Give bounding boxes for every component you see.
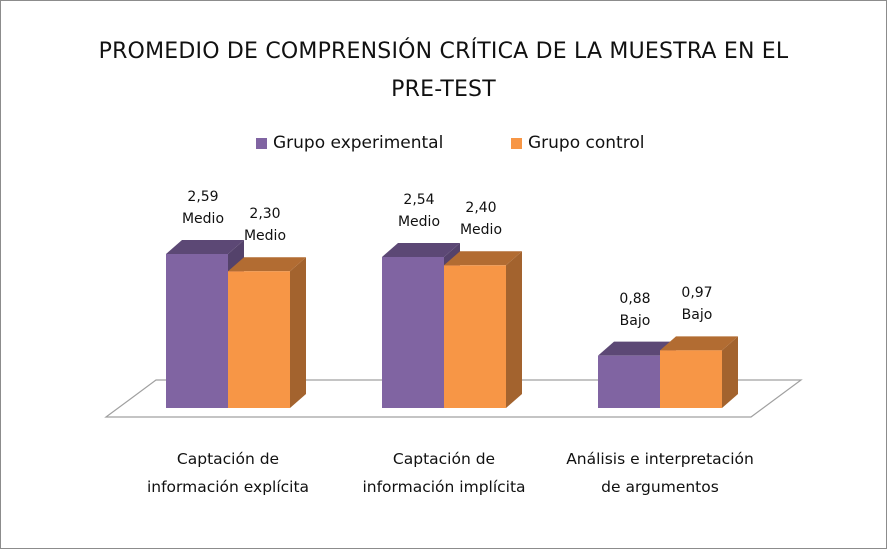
bar-top — [228, 257, 306, 272]
data-label: 0,97 — [681, 285, 713, 302]
data-label-level: Medio — [459, 222, 503, 239]
data-label-level: Bajo — [681, 307, 713, 324]
bar-front — [166, 254, 228, 408]
bar — [444, 251, 522, 408]
bar-side — [290, 257, 306, 408]
legend-label: Grupo experimental — [273, 133, 444, 153]
data-label: 0,88 — [619, 290, 651, 307]
bar-side — [506, 251, 522, 408]
bar-front — [660, 350, 722, 408]
data-label-level: Medio — [181, 211, 225, 227]
data-label-level: Bajo — [619, 312, 651, 329]
legend-label: Grupo control — [528, 133, 645, 153]
data-label: 2,54 — [403, 191, 435, 208]
x-tick-label: Captación de información explícita — [146, 450, 310, 496]
bar-side — [722, 336, 738, 408]
legend-swatch — [511, 138, 522, 149]
data-label: 2,40 — [465, 200, 497, 217]
bar — [228, 257, 306, 408]
bar-front — [444, 265, 506, 408]
bar-top — [444, 251, 522, 266]
data-label: 2,30 — [249, 206, 281, 223]
bar-top — [660, 336, 738, 351]
legend-swatch — [256, 138, 267, 149]
bar-front — [228, 271, 290, 408]
x-tick-label: Análisis e interpretación de argumentos — [566, 450, 754, 496]
bar-top — [166, 240, 244, 254]
data-label-level: Medio — [243, 228, 287, 245]
data-label-level: Medio — [397, 213, 441, 230]
bar-front — [598, 355, 660, 408]
bar — [660, 336, 738, 408]
bar-top — [598, 341, 676, 356]
chart-title: PROMEDIO DE COMPRENSIÓN CRÍTICA DE LA MU… — [98, 39, 789, 102]
data-label: 2,59 — [187, 189, 219, 205]
x-tick-label: Captación de información implícita — [362, 450, 526, 496]
bar-front — [382, 256, 444, 408]
bar-top — [382, 242, 460, 257]
